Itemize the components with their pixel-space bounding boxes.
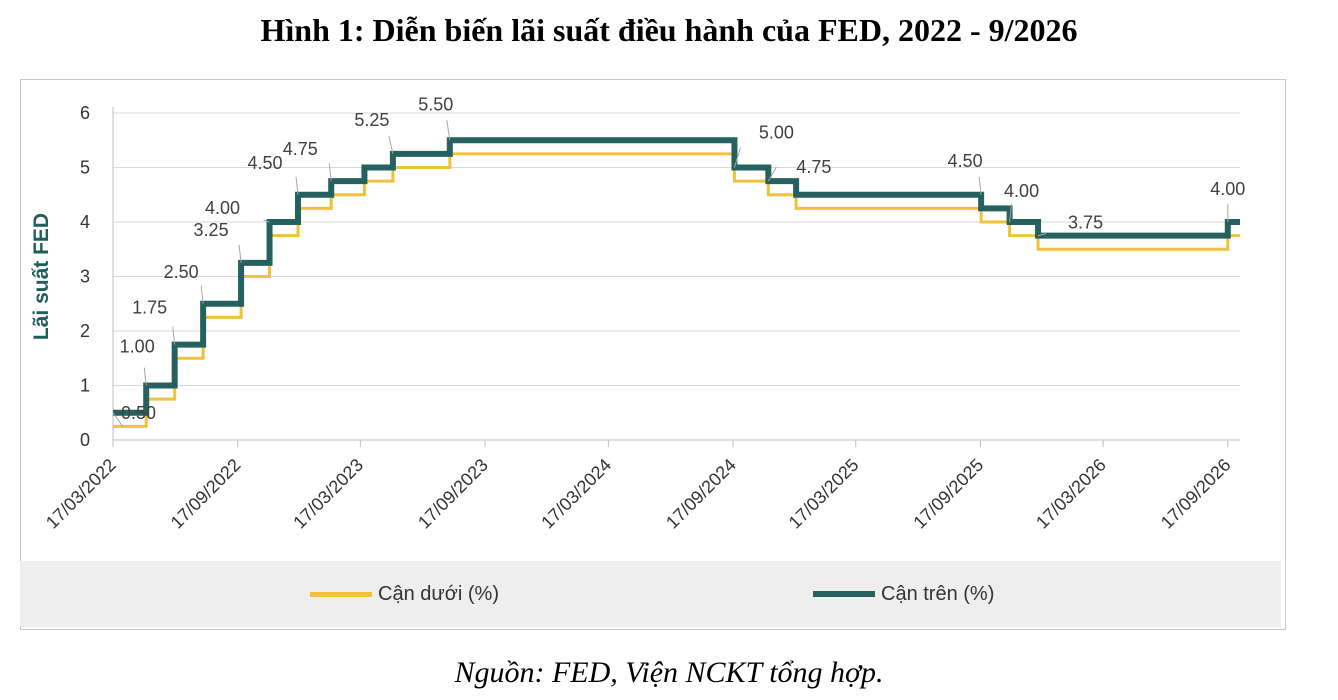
- data-label: 5.25: [354, 110, 389, 130]
- data-label-leader: [767, 166, 777, 182]
- data-label: 4.00: [1210, 179, 1245, 199]
- series-line-upper: [113, 137, 1240, 416]
- data-label-leader: [446, 120, 451, 141]
- y-tick-label: 6: [80, 103, 90, 123]
- y-axis-title: Lãi suất FED: [30, 213, 53, 340]
- legend-label-lower: Cận dưới (%): [378, 582, 499, 605]
- data-label-leader: [172, 326, 176, 345]
- data-label: 0.50: [121, 403, 156, 423]
- figure-title: Hình 1: Diễn biến lãi suất điều hành của…: [260, 12, 1078, 48]
- data-label: 2.50: [164, 262, 199, 282]
- data-label: 4.75: [796, 157, 831, 177]
- x-tick-label: 17/03/2024: [537, 455, 615, 533]
- data-label-leader: [978, 176, 982, 195]
- y-tick-label: 0: [80, 430, 90, 450]
- legend-swatch-upper: [813, 591, 875, 597]
- y-tick-label: 5: [80, 158, 90, 178]
- x-tick-label: 17/03/2026: [1032, 455, 1110, 533]
- data-label: 4.00: [1004, 181, 1039, 201]
- legend-label-upper: Cận trên (%): [881, 582, 995, 605]
- y-tick-label: 1: [80, 376, 90, 396]
- data-label: 5.50: [418, 94, 453, 114]
- data-label: 4.75: [283, 139, 318, 159]
- data-label: 1.00: [120, 337, 155, 357]
- data-label-leader: [733, 147, 741, 168]
- data-label-leader: [1009, 203, 1013, 223]
- data-label-leader: [388, 135, 394, 154]
- legend-item-upper: Cận trên (%): [813, 561, 994, 627]
- data-label: 5.00: [759, 123, 794, 143]
- data-label-leader: [263, 219, 270, 223]
- data-label-leader: [200, 285, 204, 304]
- chart-legend: Cận dưới (%) Cận trên (%): [20, 561, 1281, 627]
- legend-item-lower: Cận dưới (%): [310, 561, 499, 627]
- x-tick-label: 17/09/2024: [662, 455, 740, 533]
- data-label: 3.75: [1068, 213, 1103, 233]
- x-tick-label: 17/03/2023: [289, 455, 367, 533]
- x-tick-label: 17/03/2022: [42, 455, 120, 533]
- y-tick-label: 3: [80, 267, 90, 287]
- data-label-leader: [328, 163, 332, 182]
- x-tick-label: 17/03/2025: [785, 455, 863, 533]
- data-label: 4.50: [948, 151, 983, 171]
- y-tick-label: 2: [80, 321, 90, 341]
- y-tick-label: 4: [80, 212, 90, 232]
- data-label-leader: [295, 176, 299, 195]
- data-label: 1.75: [132, 298, 167, 318]
- x-tick-label: 17/09/2025: [909, 455, 987, 533]
- data-label: 4.50: [247, 153, 282, 173]
- data-label: 3.25: [194, 220, 229, 240]
- data-label-leader: [143, 367, 147, 386]
- data-label-leader: [112, 412, 124, 428]
- chart-frame: [20, 79, 1286, 630]
- x-tick-label: 17/09/2022: [167, 455, 245, 533]
- data-label-leader: [1037, 233, 1047, 237]
- legend-swatch-lower: [310, 591, 372, 597]
- figure-source: Nguồn: FED, Viện NCKT tổng hợp.: [454, 656, 884, 689]
- x-tick-label: 17/09/2023: [414, 455, 492, 533]
- x-tick-label: 17/09/2026: [1157, 455, 1235, 533]
- data-label: 4.00: [205, 198, 240, 218]
- data-label-leader: [238, 244, 242, 263]
